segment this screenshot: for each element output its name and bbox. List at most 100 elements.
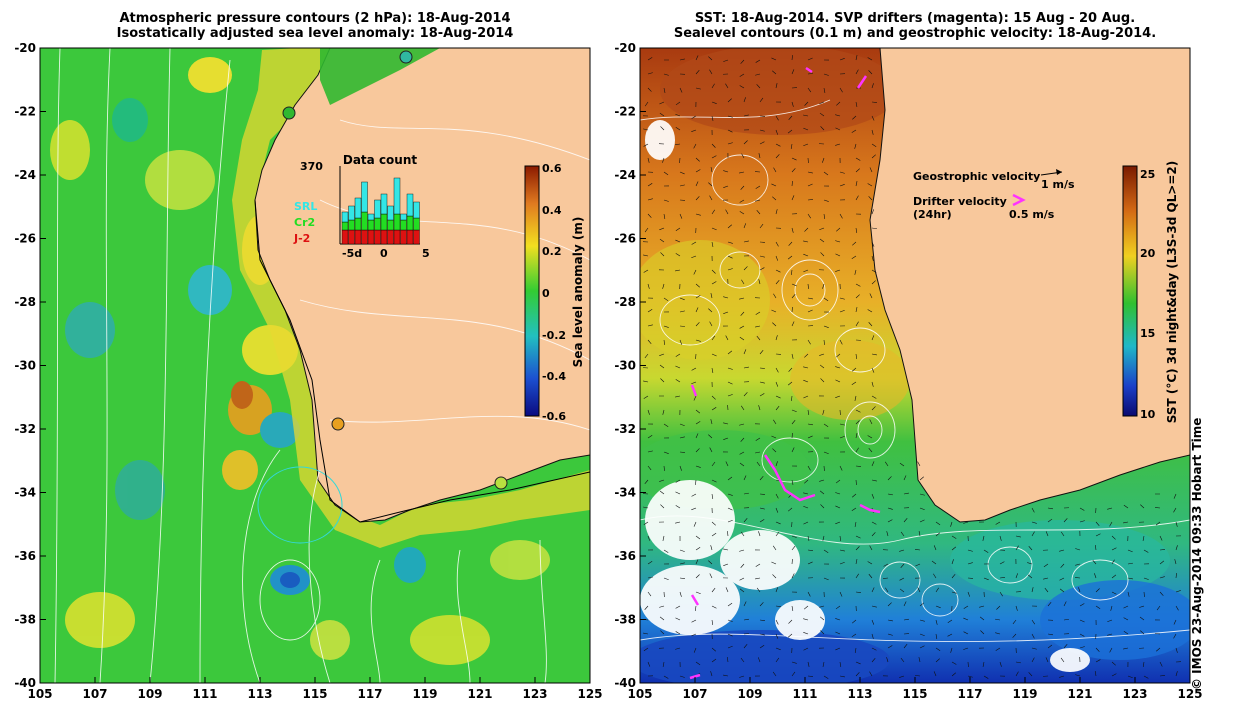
velocity-arrow [803,647,809,651]
velocity-arrow [755,185,761,189]
velocity-arrow [807,213,811,219]
velocity-arrow [903,518,908,523]
velocity-arrow [662,535,665,541]
velocity-arrow [791,353,794,359]
velocity-arrow [755,563,761,567]
velocity-arrow [855,353,857,359]
velocity-arrow [679,465,682,471]
velocity-arrow [679,339,683,345]
velocity-arrow [1044,587,1049,593]
velocity-arrow [679,577,685,579]
velocity-arrow [723,311,729,314]
velocity-arrow [1159,591,1164,596]
velocity-arrow [739,451,745,455]
velocity-arrow [723,59,729,62]
velocity-arrow [1059,549,1065,552]
velocity-arrow [1028,546,1033,551]
velocity-arrow [647,535,650,541]
velocity-arrow [839,435,845,439]
velocity-arrow [917,461,921,467]
velocity-arrow [886,531,889,537]
velocity-arrow [647,435,653,439]
velocity-arrow [807,409,810,415]
velocity-arrow [727,142,733,145]
y-tick-label: -22 [14,105,36,119]
velocity-arrow [759,507,765,510]
velocity-arrow [854,647,857,653]
velocity-arrow [1159,560,1165,565]
velocity-arrow [675,631,681,635]
y-tick-label: -34 [614,486,636,500]
velocity-arrow [788,367,793,372]
velocity-arrow [835,379,841,383]
sla-colorbar-label: Sea level anomaly (m) [571,217,585,368]
velocity-arrow [835,647,841,651]
velocity-arrow [675,491,681,495]
inset-bar-segment [387,219,394,231]
velocity-arrow [1127,675,1133,679]
velocity-arrow [1174,559,1177,565]
imos-credit: © IMOS 23-Aug-2014 09:33 Hobart Time [1190,417,1204,690]
velocity-arrow [855,307,858,313]
velocity-arrow [919,476,924,481]
velocity-arrow [835,505,841,509]
velocity-arrow [691,129,697,132]
cloud-mask [640,120,1090,672]
velocity-arrow [835,253,841,257]
left-map-title: Atmospheric pressure contours (2 hPa): 1… [40,11,590,41]
velocity-arrow [695,448,700,453]
x-tick-label: 105 [27,687,52,701]
inset-xtick: 0 [380,247,388,260]
sealevel-contours [640,99,1190,643]
shelf-anomaly [232,48,590,548]
velocity-arrow [855,672,860,677]
velocity-arrow [647,561,653,565]
velocity-arrow [725,83,729,89]
velocity-arrow [1139,605,1145,608]
velocity-arrow [1123,605,1129,609]
velocity-arrow [950,521,953,527]
velocity-arrow [771,183,777,187]
velocity-arrow [855,409,861,413]
inset-bar-segment [380,193,388,215]
velocity-arrow [743,266,748,271]
velocity-arrow [773,293,777,299]
velocity-arrow [951,591,957,594]
velocity-arrow [675,269,681,272]
y-tick-label: -40 [14,676,36,690]
velocity-arrow [739,588,745,593]
velocity-arrow [931,560,937,565]
velocity-arrow [647,409,650,415]
velocity-arrow [759,255,765,258]
velocity-arrow [1156,647,1161,652]
velocity-arrow [886,657,889,663]
velocity-arrow [775,209,778,215]
velocity-arrow [871,658,876,663]
inset-bar-segment [400,213,407,221]
velocity-arrow [1094,671,1097,677]
velocity-arrow [710,671,713,677]
velocity-arrow [871,479,877,482]
velocity-arrow [915,563,921,567]
velocity-arrow [851,619,857,624]
velocity-arrow [819,490,825,495]
velocity-arrow [951,535,957,539]
velocity-arrow [855,447,859,453]
velocity-arrow [823,325,829,328]
velocity-arrow [900,563,905,568]
velocity-arrow [819,616,825,621]
velocity-arrow [675,101,681,106]
velocity-arrow [871,493,875,499]
velocity-arrow [695,574,700,579]
velocity-arrow [694,605,697,611]
velocity-arrow [1075,674,1081,677]
inset-bar-segment [348,219,355,231]
velocity-arrow [855,661,861,665]
arrowhead-icon [1056,169,1062,175]
velocity-arrow [791,157,797,161]
velocity-arrow [803,143,809,147]
velocity-arrow [887,507,893,510]
velocity-arrow [675,379,681,383]
velocity-arrow [647,324,653,327]
velocity-arrow [647,198,653,201]
